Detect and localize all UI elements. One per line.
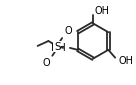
Text: O: O xyxy=(64,26,72,36)
Text: S: S xyxy=(54,42,61,52)
Text: OH: OH xyxy=(94,6,109,16)
Text: NH: NH xyxy=(51,43,66,53)
Text: OH: OH xyxy=(118,56,133,66)
Text: O: O xyxy=(43,58,50,68)
